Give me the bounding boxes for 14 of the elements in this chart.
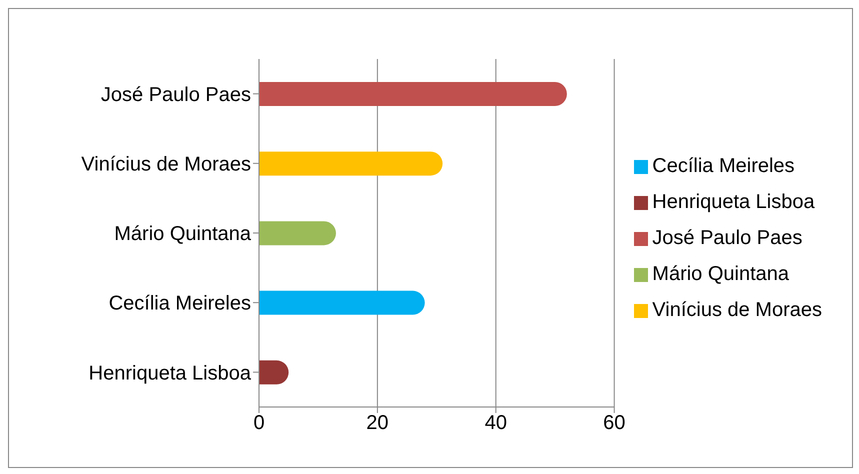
legend-label: Vinícius de Moraes (652, 299, 822, 321)
legend-label: Henriqueta Lisboa (652, 191, 815, 213)
x-tick-label: 40 (484, 412, 507, 434)
x-tick-label: 20 (366, 412, 389, 434)
y-tick-label: Henriqueta Lisboa (88, 362, 252, 384)
y-tick-label: José Paulo Paes (100, 84, 251, 106)
legend-label: José Paulo Paes (652, 227, 802, 249)
legend-label: Cecília Meireles (652, 155, 795, 177)
x-tick-label: 0 (253, 412, 265, 434)
legend-label: Mário Quintana (652, 263, 790, 285)
y-tick-label: Mário Quintana (114, 223, 252, 246)
y-tick-label: Cecília Meireles (108, 292, 251, 315)
y-tick-label: Vinícius de Moraes (81, 154, 251, 176)
x-tick-label: 60 (603, 412, 626, 434)
